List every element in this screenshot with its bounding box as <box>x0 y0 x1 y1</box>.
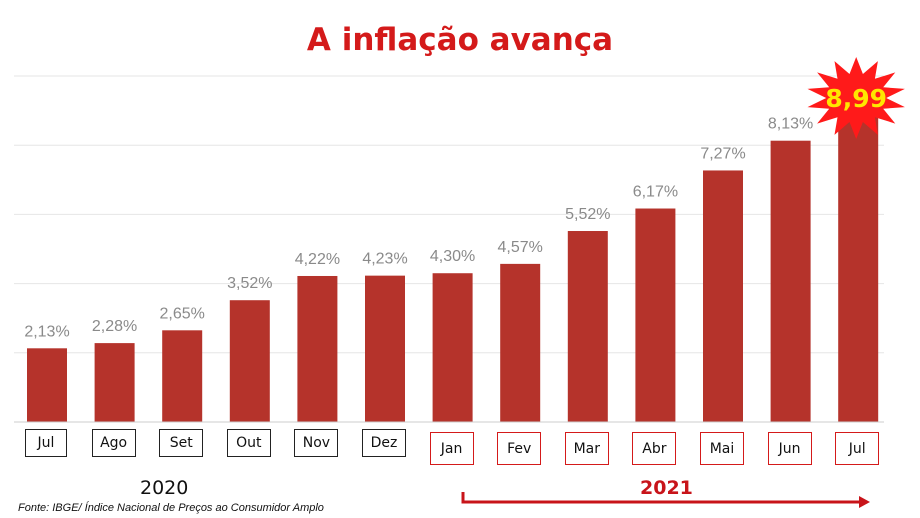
month-label: Mai <box>700 432 744 465</box>
year-label-2020: 2020 <box>140 477 189 499</box>
highlight-burst: 8,99 <box>807 57 905 139</box>
month-label: Nov <box>294 429 339 457</box>
bar-12 <box>770 140 811 422</box>
month-label: Jul <box>25 429 67 457</box>
data-label: 4,23% <box>362 251 407 268</box>
data-label: 4,22% <box>295 251 340 268</box>
data-labels: 2,13% 2,28% 2,65% 3,52% 4,22% 4,23% 4,30% 4,57%… <box>24 116 813 341</box>
bar-7 <box>432 273 473 422</box>
bar-1 <box>27 348 67 422</box>
bars <box>27 110 879 423</box>
bar-4 <box>229 300 270 422</box>
source-note: Fonte: IBGE/ Índice Nacional de Preços a… <box>18 502 324 514</box>
month-label: Fev <box>497 432 542 465</box>
data-label: 7,27% <box>700 145 745 162</box>
year-2021-arrow <box>461 492 870 508</box>
data-label: 3,52% <box>227 275 272 292</box>
bar-6 <box>365 275 405 422</box>
month-label: Ago <box>91 429 136 457</box>
bar-8 <box>500 263 541 422</box>
data-label: 2,13% <box>24 323 69 340</box>
month-label: Abr <box>632 432 677 465</box>
data-label: 5,52% <box>565 206 610 223</box>
chart-title: A inflação avança <box>306 22 614 58</box>
data-label: 2,65% <box>160 305 205 322</box>
data-label: 4,57% <box>498 239 543 256</box>
bar-11 <box>703 170 743 422</box>
bar-9 <box>567 231 608 422</box>
bar-5 <box>297 275 338 422</box>
month-label: Jan <box>429 432 474 465</box>
month-label: Set <box>159 429 204 457</box>
bar-13 <box>838 110 879 423</box>
starburst-shape <box>807 57 905 139</box>
bar-10 <box>635 208 676 422</box>
data-label: 6,17% <box>633 184 678 201</box>
data-label: 8,13% <box>768 116 813 133</box>
bar-2 <box>94 343 135 422</box>
month-label: Mar <box>564 432 609 465</box>
year-label-2021: 2021 <box>640 477 693 499</box>
month-label: Jun <box>767 432 812 465</box>
highlight-value-label: 8,99 <box>825 84 887 113</box>
data-label: 2,28% <box>92 318 137 335</box>
month-label: Dez <box>362 429 406 457</box>
bar-3 <box>162 330 203 422</box>
month-label: Out <box>226 429 271 457</box>
month-label: Jul <box>835 432 880 465</box>
data-label: 4,30% <box>430 248 475 265</box>
